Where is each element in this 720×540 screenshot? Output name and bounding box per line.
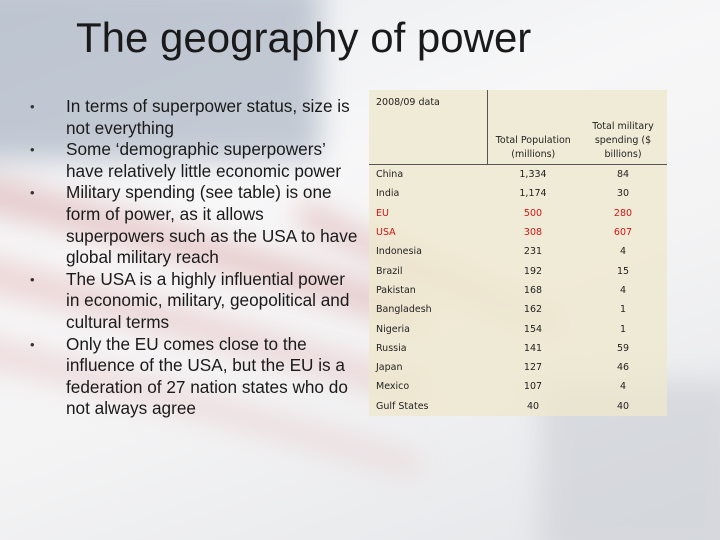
military-cell: 84 bbox=[616, 169, 630, 181]
data-table-panel: 2008/09 data Total Population (millions)… bbox=[369, 90, 667, 416]
country-cell: Nigeria bbox=[376, 323, 410, 335]
population-cell: 231 bbox=[523, 246, 543, 258]
country-cell: Indonesia bbox=[376, 246, 422, 258]
population-cell: 127 bbox=[523, 362, 543, 374]
military-cell: 4 bbox=[619, 246, 627, 258]
table-row: EU 500 280 bbox=[369, 204, 667, 223]
population-cell: 154 bbox=[523, 323, 543, 335]
country-cell: Brazil bbox=[376, 265, 403, 277]
population-cell: 40 bbox=[526, 400, 540, 412]
table-corner-label: 2008/09 data bbox=[369, 90, 488, 165]
bullet-list: • In terms of superpower status, size is … bbox=[30, 96, 360, 420]
country-cell: Japan bbox=[376, 362, 403, 374]
military-cell: 4 bbox=[619, 284, 627, 296]
population-cell: 168 bbox=[523, 284, 543, 296]
population-cell: 162 bbox=[523, 304, 543, 316]
table-row: Nigeria 154 1 bbox=[369, 319, 667, 338]
country-cell: Gulf States bbox=[376, 400, 429, 412]
population-cell: 141 bbox=[523, 342, 543, 354]
bullet-text: Only the EU comes close to the influence… bbox=[66, 333, 348, 419]
military-cell: 30 bbox=[616, 188, 630, 200]
country-cell: USA bbox=[376, 227, 396, 239]
table-row: USA 308 607 bbox=[369, 223, 667, 242]
bullet-item: • In terms of superpower status, size is … bbox=[30, 96, 360, 139]
population-cell: 1,334 bbox=[519, 169, 547, 181]
bullet-item: • Military spending (see table) is one fo… bbox=[30, 182, 360, 268]
bullet-glyph: • bbox=[30, 271, 35, 287]
military-cell: 59 bbox=[616, 342, 630, 354]
table-header-row: 2008/09 data Total Population (millions)… bbox=[369, 90, 667, 165]
table-row: Indonesia 231 4 bbox=[369, 242, 667, 261]
table-row: Brazil 192 15 bbox=[369, 261, 667, 280]
population-cell: 107 bbox=[523, 381, 543, 393]
population-cell: 1,174 bbox=[519, 188, 547, 200]
bullet-text: Military spending (see table) is one for… bbox=[66, 182, 358, 268]
bullet-glyph: • bbox=[30, 99, 35, 114]
bullet-item: • The USA is a highly influential power i… bbox=[30, 269, 360, 334]
table-row: Japan 127 46 bbox=[369, 358, 667, 377]
bullet-glyph: • bbox=[30, 142, 35, 158]
population-cell: 500 bbox=[523, 207, 543, 219]
bullet-item: • Some ‘demographic superpowers’ have rel… bbox=[30, 139, 360, 182]
bullet-item: • Only the EU comes close to the influenc… bbox=[30, 334, 360, 420]
slide-title: The geography of power bbox=[76, 14, 532, 61]
power-data-table: 2008/09 data Total Population (millions)… bbox=[369, 90, 667, 416]
country-cell: Mexico bbox=[376, 381, 410, 393]
column-header-military: Total military spending ($ billions) bbox=[579, 90, 667, 165]
bullet-glyph: • bbox=[30, 336, 35, 352]
country-cell: Bangladesh bbox=[376, 304, 432, 316]
military-cell: 40 bbox=[616, 400, 630, 412]
country-cell: EU bbox=[376, 207, 389, 219]
bullet-text: The USA is a highly influential power in… bbox=[66, 268, 350, 332]
table-row: Pakistan 168 4 bbox=[369, 281, 667, 300]
bullet-text: In terms of superpower status, size is n… bbox=[66, 96, 350, 138]
military-cell: 280 bbox=[613, 207, 633, 219]
military-cell: 1 bbox=[619, 304, 627, 316]
military-cell: 1 bbox=[619, 323, 627, 335]
country-cell: China bbox=[376, 169, 404, 181]
table-row: Gulf States 40 40 bbox=[369, 397, 667, 416]
bullet-glyph: • bbox=[30, 185, 35, 201]
country-cell: Russia bbox=[376, 342, 407, 354]
bullet-text: Some ‘demographic superpowers’ have rela… bbox=[66, 139, 342, 181]
country-cell: India bbox=[376, 188, 400, 200]
military-cell: 15 bbox=[616, 265, 630, 277]
table-row: Russia 141 59 bbox=[369, 339, 667, 358]
column-header-population: Total Population (millions) bbox=[487, 90, 579, 165]
population-cell: 192 bbox=[523, 265, 543, 277]
table-row: Mexico 107 4 bbox=[369, 377, 667, 396]
country-cell: Pakistan bbox=[376, 284, 416, 296]
military-cell: 4 bbox=[619, 381, 627, 393]
table-row: China 1,334 84 bbox=[369, 165, 667, 185]
table-row: Bangladesh 162 1 bbox=[369, 300, 667, 319]
table-row: India 1,174 30 bbox=[369, 184, 667, 203]
military-cell: 607 bbox=[613, 227, 633, 239]
military-cell: 46 bbox=[616, 362, 630, 374]
population-cell: 308 bbox=[523, 227, 543, 239]
